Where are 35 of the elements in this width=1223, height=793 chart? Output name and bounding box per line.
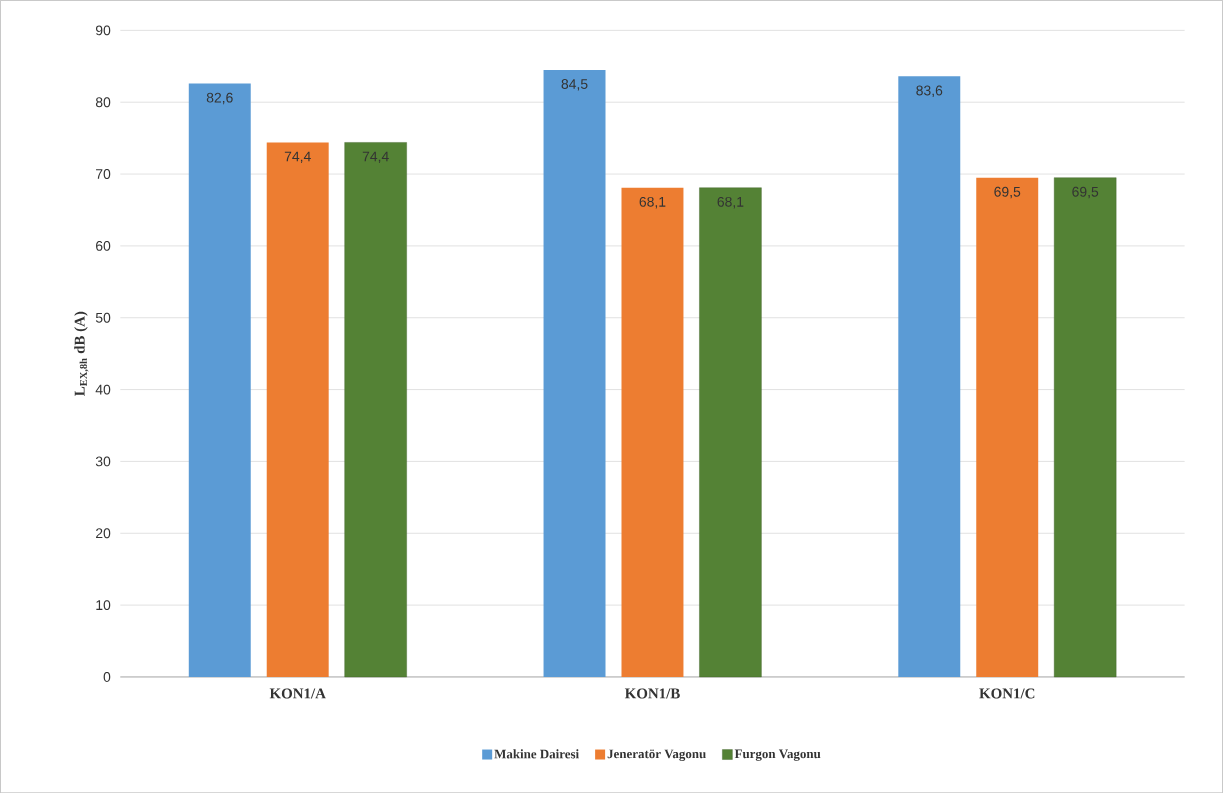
y-tick-label: 70 — [96, 168, 111, 179]
y-tick-label: 30 — [95, 456, 111, 467]
data-label: 69,5 — [1072, 186, 1099, 199]
data-label: 83,6 — [916, 85, 943, 97]
data-label: 68,1 — [639, 196, 666, 209]
bar — [621, 187, 684, 677]
legend-label: Furgon Vagonu — [734, 749, 821, 761]
data-label: 69,5 — [994, 186, 1021, 199]
data-label: 74,4 — [284, 151, 311, 163]
y-tick-label: 20 — [96, 528, 111, 539]
data-label: 82,6 — [206, 92, 233, 105]
y-tick-label: 90 — [95, 25, 111, 36]
legend-label: Jeneratör Vagonu — [607, 749, 706, 761]
bar — [188, 83, 251, 677]
bar — [699, 187, 762, 678]
x-tick-label: KON1/B — [624, 688, 680, 699]
data-label: 74,4 — [362, 151, 389, 163]
y-tick-label: 80 — [95, 97, 111, 108]
bar — [543, 69, 606, 677]
y-tick-label: 50 — [95, 312, 111, 323]
bar — [266, 142, 329, 677]
x-tick-label: KON1/A — [269, 688, 326, 699]
y-tick-label: 60 — [96, 240, 111, 251]
bar — [976, 177, 1039, 677]
bar — [344, 142, 407, 678]
y-tick-label: 40 — [95, 384, 111, 395]
y-axis-title: L$_{EX,8h}$ dB (A) — [74, 311, 89, 396]
x-tick-label: KON1/C — [979, 688, 1035, 699]
y-tick-label: 0 — [103, 671, 111, 682]
data-label: 84,5 — [561, 78, 588, 91]
y-tick-label: 10 — [96, 600, 111, 610]
data-label: 68,1 — [717, 196, 744, 209]
legend-label: Makine Dairesi — [494, 749, 579, 759]
bar — [1054, 177, 1117, 678]
bar — [898, 76, 961, 677]
